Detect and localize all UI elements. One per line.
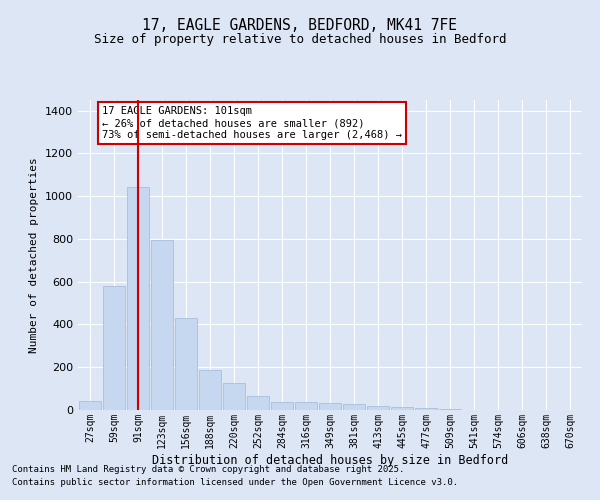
Text: Size of property relative to detached houses in Bedford: Size of property relative to detached ho… bbox=[94, 32, 506, 46]
Bar bbox=[103, 286, 125, 410]
Bar bbox=[79, 402, 101, 410]
Text: Contains HM Land Registry data © Crown copyright and database right 2025.: Contains HM Land Registry data © Crown c… bbox=[12, 466, 404, 474]
Text: 17 EAGLE GARDENS: 101sqm
← 26% of detached houses are smaller (892)
73% of semi-: 17 EAGLE GARDENS: 101sqm ← 26% of detach… bbox=[102, 106, 402, 140]
Text: 17, EAGLE GARDENS, BEDFORD, MK41 7FE: 17, EAGLE GARDENS, BEDFORD, MK41 7FE bbox=[143, 18, 458, 32]
Bar bbox=[223, 384, 245, 410]
Bar bbox=[151, 240, 173, 410]
Bar bbox=[127, 186, 149, 410]
Y-axis label: Number of detached properties: Number of detached properties bbox=[29, 157, 40, 353]
Bar bbox=[343, 404, 365, 410]
Bar bbox=[295, 402, 317, 410]
Bar bbox=[175, 318, 197, 410]
Bar bbox=[391, 407, 413, 410]
Bar bbox=[271, 402, 293, 410]
Text: Contains public sector information licensed under the Open Government Licence v3: Contains public sector information licen… bbox=[12, 478, 458, 487]
Bar bbox=[319, 402, 341, 410]
Bar bbox=[367, 406, 389, 410]
Bar bbox=[415, 408, 437, 410]
Bar bbox=[247, 396, 269, 410]
X-axis label: Distribution of detached houses by size in Bedford: Distribution of detached houses by size … bbox=[152, 454, 508, 466]
Bar bbox=[199, 370, 221, 410]
